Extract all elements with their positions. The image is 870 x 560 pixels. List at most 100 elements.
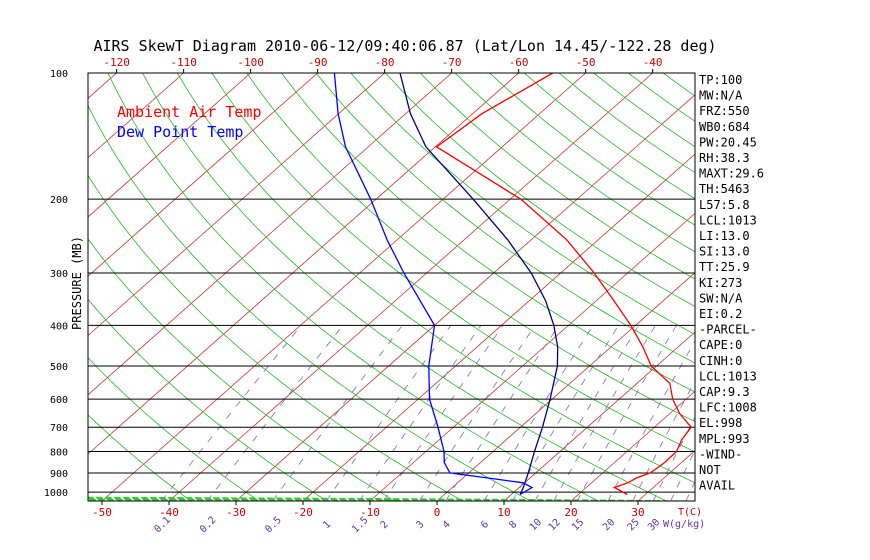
- mixing-ratio-line: [553, 325, 656, 501]
- index-label: PW:20.45: [699, 135, 757, 149]
- index-label: LI:13.0: [699, 229, 750, 243]
- top-temp-tick-label: -110: [170, 56, 197, 69]
- dry-adiabat-line: [767, 73, 870, 501]
- bottom-temp-tick-label: -20: [293, 506, 313, 519]
- mixing-ratio-tick-label: 10: [528, 517, 544, 533]
- isotherm-line: [88, 73, 318, 277]
- sounding-series: [333, 73, 693, 496]
- bottom-temp-tick-label: -30: [226, 506, 246, 519]
- series-line-2: [399, 73, 559, 495]
- index-label: WB0:684: [699, 120, 750, 134]
- index-label: -WIND-: [699, 447, 742, 461]
- bottom-temp-tick-label: 10: [497, 506, 510, 519]
- moist-adiabat-lines: [88, 496, 695, 501]
- index-label: LCL:1013: [699, 213, 757, 227]
- moist-adiabat-line: [88, 496, 695, 501]
- top-temp-tick-label: -60: [509, 56, 529, 69]
- dry-adiabat-line: [385, 73, 695, 308]
- index-label: TP:100: [699, 73, 742, 87]
- pressure-tick-label: 800: [50, 448, 68, 459]
- isotherm-line: [772, 73, 870, 501]
- mixing-ratio-line: [576, 325, 677, 501]
- mixing-ratio-line: [511, 325, 619, 501]
- mixing-ratio-tick-label: 15: [570, 517, 586, 533]
- dry-adiabat-line: [281, 73, 695, 393]
- legend-ambient-air-temp: Ambient Air Temp: [117, 103, 262, 121]
- dry-adiabat-line: [246, 73, 695, 423]
- mixing-ratio-tick-label: 4: [441, 519, 453, 531]
- index-label: EL:998: [699, 416, 742, 430]
- dry-adiabat-line: [107, 73, 599, 501]
- index-label: CAP:9.3: [699, 385, 750, 399]
- pressure-tick-label: 700: [50, 423, 68, 434]
- isotherm-line: [302, 153, 695, 501]
- top-temp-tick-label: -90: [308, 56, 328, 69]
- index-label: LCL:1013: [699, 369, 757, 383]
- bottom-temp-tick-label: 0: [434, 506, 441, 519]
- isotherm-line: [0, 73, 50, 501]
- index-label: AVAIL: [699, 479, 735, 493]
- index-label: EI:0.2: [699, 307, 742, 321]
- index-label: L57:5.8: [699, 198, 750, 212]
- mixing-ratio-tick-label: 0.2: [198, 515, 219, 536]
- dry-adiabat-line: [176, 73, 695, 484]
- isotherm-lines: [0, 73, 870, 501]
- index-label: TH:5463: [699, 182, 750, 196]
- series-line-0: [435, 73, 693, 496]
- pressure-tick-label: 100: [50, 69, 68, 80]
- dry-adiabat-line: [88, 298, 328, 501]
- mixing-ratio-line: [534, 325, 640, 501]
- index-label: CINH:0: [699, 354, 742, 368]
- index-label: MW:N/A: [699, 89, 743, 103]
- dry-adiabat-line: [142, 73, 667, 501]
- bottom-temp-tick-label: 30: [631, 506, 644, 519]
- mixing-ratio-tick-label: 2: [379, 519, 391, 531]
- isotherm-line: [88, 73, 117, 99]
- isotherm-line: [436, 272, 695, 501]
- index-label: KI:273: [699, 276, 742, 290]
- index-label: FRZ:550: [699, 104, 750, 118]
- isotherm-line: [235, 94, 695, 501]
- mixing-ratio-line: [483, 325, 594, 501]
- dry-adiabat-line: [662, 73, 695, 97]
- isotherm-line: [503, 331, 695, 501]
- mixing-ratio-tick-label: 30: [646, 517, 662, 533]
- bottom-temp-tick-label: -40: [159, 506, 179, 519]
- index-label: CAPE:0: [699, 338, 742, 352]
- mixing-ratio-tick-label: 8: [507, 519, 519, 531]
- mixing-ratio-unit: W(g/kg): [663, 519, 705, 530]
- mixing-ratio-line: [383, 325, 504, 501]
- dry-adiabat-line: [350, 73, 695, 335]
- mixing-ratio-line: [445, 325, 560, 501]
- dry-adiabat-line: [88, 174, 463, 501]
- top-temp-tick-label: -70: [442, 56, 462, 69]
- pressure-tick-label: 400: [50, 321, 68, 332]
- mixing-ratio-tick-label: 1: [321, 519, 333, 531]
- isotherm-line: [88, 73, 251, 218]
- mixing-ratio-lines: [161, 325, 695, 501]
- index-label: LFC:1008: [699, 401, 757, 415]
- bottom-temp-tick-label: -10: [360, 506, 380, 519]
- top-temp-tick-label: -80: [375, 56, 395, 69]
- mixing-ratio-tick-label: 6: [479, 519, 491, 531]
- top-temp-tick-label: -50: [576, 56, 596, 69]
- legend-dew-point-temp: Dew Point Temp: [117, 123, 243, 141]
- index-label: SW:N/A: [699, 291, 743, 305]
- dry-adiabat-line: [211, 73, 695, 453]
- isotherm-line: [88, 73, 385, 337]
- dry-adiabat-line: [88, 414, 192, 501]
- index-label: RH:38.3: [699, 151, 750, 165]
- bottom-temp-tick-label: 20: [564, 506, 577, 519]
- mixing-ratio-tick-label: 20: [601, 517, 617, 533]
- plot-frame: [87, 72, 696, 502]
- dry-adiabat-lines: [88, 73, 870, 501]
- chart-axes: [87, 69, 696, 505]
- isotherm-line: [88, 73, 184, 159]
- index-label: NOT: [699, 463, 721, 477]
- bottom-axis-unit: T(C): [678, 507, 702, 518]
- isotherm-line: [88, 73, 519, 455]
- dry-adiabat-line: [315, 73, 695, 364]
- mixing-ratio-tick-label: 12: [547, 517, 563, 533]
